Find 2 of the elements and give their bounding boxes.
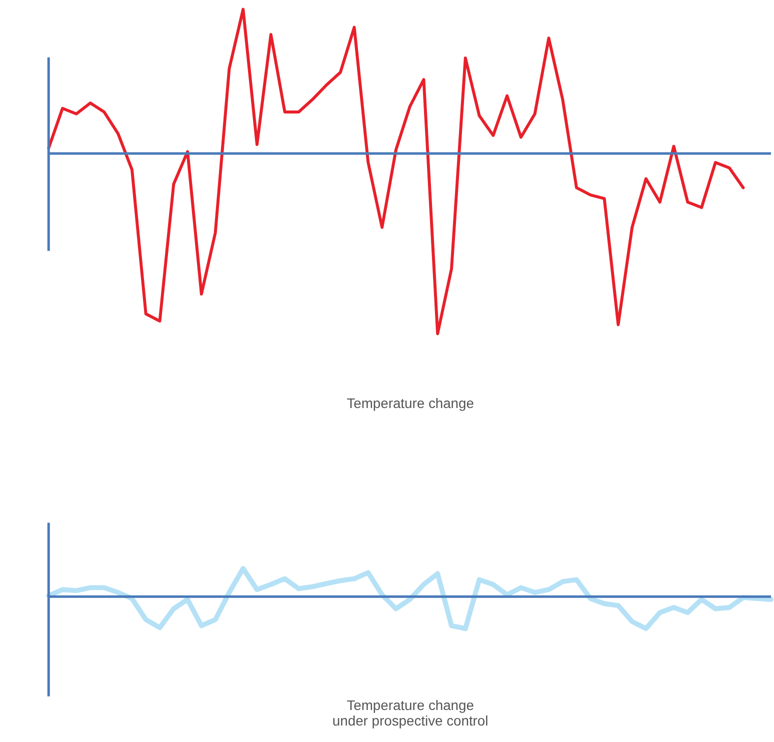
x-axis-title: Temperature change under prospective control: [332, 696, 488, 729]
x-axis-title: Temperature change: [346, 395, 474, 412]
